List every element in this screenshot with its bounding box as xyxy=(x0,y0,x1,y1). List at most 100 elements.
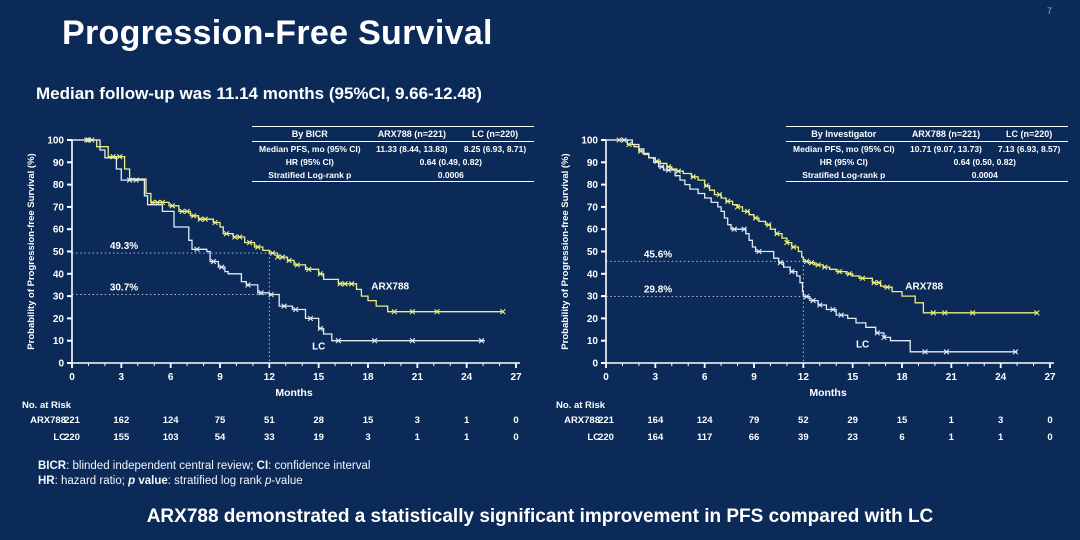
stats-value: 0.0006 xyxy=(437,169,464,180)
y-axis-title: Probability of Progression-free Survival… xyxy=(560,153,571,349)
risk-row-label-LC: LC xyxy=(53,432,66,443)
censor-marks-ARX788 xyxy=(616,137,1040,316)
y-tick-label: 40 xyxy=(587,269,599,280)
x-tick-label: 12 xyxy=(798,372,810,383)
x-tick-label: 3 xyxy=(119,372,125,383)
series-label-LC: LC xyxy=(312,342,325,353)
y-tick-label: 90 xyxy=(53,158,65,169)
risk-value: 220 xyxy=(598,432,614,443)
x-tick-label: 6 xyxy=(702,372,708,383)
series-path-ARX788 xyxy=(606,139,1037,314)
slide-title: Progression-Free Survival xyxy=(62,14,493,52)
annotation-49.3%: 49.3% xyxy=(110,241,138,252)
stats-value: 10.71 (9.07, 13.73) xyxy=(910,143,982,154)
risk-value: 117 xyxy=(697,432,712,443)
risk-value: 124 xyxy=(697,415,714,426)
y-tick-label: 50 xyxy=(587,247,599,258)
stats-header-cell: By BICR xyxy=(252,126,368,142)
footnotes: BICR: blinded independent central review… xyxy=(38,459,370,489)
x-axis-title: Months xyxy=(809,387,846,399)
y-tick-label: 20 xyxy=(587,314,599,325)
risk-value: 0 xyxy=(513,432,518,443)
stats-row-label: HR (95% CI) xyxy=(285,156,334,167)
stats-header-cell: LC (n=220) xyxy=(456,126,534,142)
x-tick-label: 18 xyxy=(896,372,908,383)
risk-row-label-ARX788: ARX788 xyxy=(30,415,66,426)
y-tick-label: 20 xyxy=(53,314,65,325)
stats-row-label: Stratified Log-rank p xyxy=(802,169,886,180)
y-tick-label: 90 xyxy=(587,158,599,169)
risk-value: 23 xyxy=(847,432,858,443)
censor-marks-LC xyxy=(85,137,485,344)
x-axis-title: Months xyxy=(275,387,312,399)
risk-value: 28 xyxy=(313,415,324,426)
risk-value: 0 xyxy=(513,415,518,426)
y-tick-label: 50 xyxy=(53,247,65,258)
risk-table-title: No. at Risk xyxy=(556,400,606,411)
risk-value: 221 xyxy=(64,415,81,426)
stats-header-cell: ARX788 (n=221) xyxy=(901,126,991,142)
risk-value: 220 xyxy=(64,432,80,443)
y-tick-label: 100 xyxy=(47,136,64,147)
censor-marks-ARX788 xyxy=(84,137,506,315)
x-tick-label: 21 xyxy=(412,372,424,383)
y-tick-label: 0 xyxy=(58,359,64,370)
risk-value: 1 xyxy=(464,432,470,443)
stats-value: 0.64 (0.49, 0.82) xyxy=(419,156,482,167)
y-tick-label: 10 xyxy=(53,336,65,347)
risk-value: 164 xyxy=(647,415,664,426)
x-tick-label: 6 xyxy=(168,372,174,383)
risk-value: 39 xyxy=(798,432,809,443)
footnote-line-2: HR: hazard ratio; p value: stratified lo… xyxy=(38,475,303,487)
risk-value: 0 xyxy=(1047,432,1052,443)
stats-value: 0.64 (0.50, 0.82) xyxy=(953,156,1016,167)
y-tick-label: 60 xyxy=(53,225,65,236)
risk-value: 6 xyxy=(899,432,904,443)
y-tick-label: 30 xyxy=(53,292,65,303)
risk-value: 103 xyxy=(163,432,179,443)
series-label-ARX788: ARX788 xyxy=(371,281,409,292)
risk-table-title: No. at Risk xyxy=(22,400,72,411)
risk-value: 1 xyxy=(949,415,955,426)
risk-value: 221 xyxy=(598,415,615,426)
y-axis-title: Probability of Progression-free Survival… xyxy=(26,153,37,349)
risk-value: 3 xyxy=(998,415,1003,426)
annotation-30.7%: 30.7% xyxy=(110,283,138,294)
risk-value: 33 xyxy=(264,432,275,443)
annotation-29.8%: 29.8% xyxy=(644,285,672,296)
y-tick-label: 70 xyxy=(53,202,65,213)
risk-value: 51 xyxy=(264,415,275,426)
risk-value: 29 xyxy=(847,415,858,426)
stats-row-label: Stratified Log-rank p xyxy=(268,169,352,180)
risk-value: 1 xyxy=(415,432,421,443)
risk-value: 66 xyxy=(749,432,760,443)
x-tick-label: 3 xyxy=(653,372,659,383)
y-tick-label: 80 xyxy=(587,180,599,191)
risk-value: 15 xyxy=(363,415,374,426)
x-tick-label: 18 xyxy=(362,372,374,383)
x-tick-label: 0 xyxy=(69,372,75,383)
x-tick-label: 27 xyxy=(1044,372,1056,383)
stats-row-label: HR (95% CI) xyxy=(819,156,868,167)
risk-value: 79 xyxy=(749,415,760,426)
stats-table-bicr: By BICR ARX788 (n=221) LC (n=220) Median PF… xyxy=(252,126,534,182)
series-path-LC xyxy=(606,139,1018,353)
risk-value: 75 xyxy=(215,415,226,426)
y-tick-label: 60 xyxy=(587,225,599,236)
x-tick-label: 24 xyxy=(461,372,473,383)
risk-value: 164 xyxy=(647,432,664,443)
risk-value: 155 xyxy=(113,432,130,443)
censor-marks-LC xyxy=(621,137,1019,355)
risk-value: 1 xyxy=(464,415,470,426)
risk-value: 3 xyxy=(415,415,420,426)
y-tick-label: 80 xyxy=(53,180,65,191)
x-tick-label: 9 xyxy=(751,372,757,383)
y-tick-label: 100 xyxy=(581,136,598,147)
subtitle-median-followup: Median follow-up was 11.14 months (95%CI… xyxy=(36,84,482,103)
x-tick-label: 12 xyxy=(264,372,276,383)
risk-value: 52 xyxy=(798,415,809,426)
x-tick-label: 21 xyxy=(946,372,958,383)
y-tick-label: 40 xyxy=(53,269,65,280)
x-tick-label: 9 xyxy=(217,372,223,383)
